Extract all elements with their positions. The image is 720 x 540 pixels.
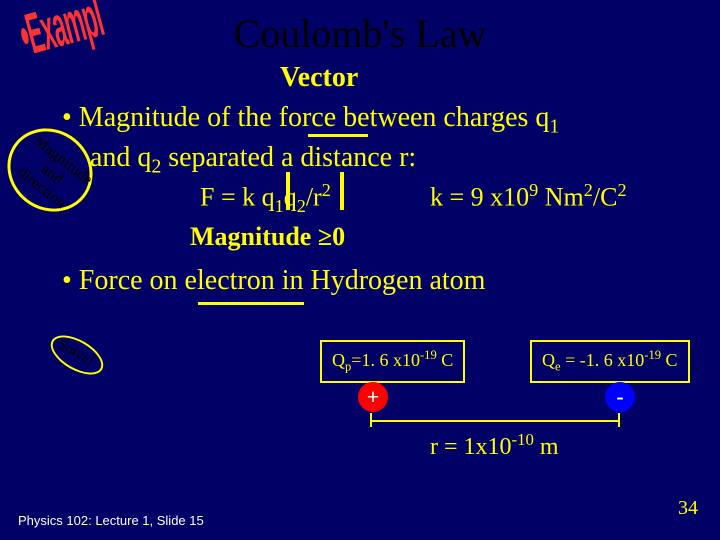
distance-tick-right (618, 413, 620, 427)
k-post: /C (593, 183, 618, 212)
bullet-force-electron: • Force on electron in Hydrogen atom (62, 265, 485, 297)
qe-exp: -19 (644, 348, 661, 362)
page-title: Coulomb's Law (0, 0, 720, 57)
k-pre: k = 9 x10 (430, 183, 529, 212)
k-value: k = 9 x109 Nm2/C2 (430, 180, 627, 213)
qe-eq: = -1. 6 x10 (561, 350, 645, 370)
bullet-magnitude: • Magnitude of the force between charges… (62, 100, 700, 180)
abs-bar-right (340, 172, 344, 210)
k-exp: 9 (529, 180, 538, 200)
qe-unit: C (661, 350, 678, 370)
bullet1-text2b: separated a distance r: (161, 142, 416, 173)
formula-rsup: 2 (322, 180, 331, 200)
k-mid: Nm (538, 183, 584, 212)
dist-exp: -10 (512, 430, 534, 449)
k-nm: 2 (584, 180, 593, 200)
annotation-magnitude: Magnitude ≥0 (190, 222, 345, 252)
formula-rhs: /r (306, 183, 322, 212)
distance-tick-left (370, 413, 372, 427)
qp-exp: -19 (420, 348, 437, 362)
electron-underline (198, 302, 304, 305)
q2-sub: 2 (151, 157, 161, 178)
qp-eq: =1. 6 x10 (351, 350, 420, 370)
q1-sub: 1 (549, 117, 559, 138)
qp-box: Qp=1. 6 x10-19 C (320, 340, 465, 383)
formula-lhs: F = k q (200, 183, 275, 212)
abs-bar-left (286, 172, 290, 210)
footer: Physics 102: Lecture 1, Slide 15 (18, 513, 204, 528)
force-underline (308, 134, 368, 137)
bullet1-text2a: and q (90, 142, 151, 173)
formula: F = k q1q2/r2 (200, 180, 331, 217)
qe-label: Q (542, 350, 555, 370)
bullet1-text1: • Magnitude of the force between charges… (62, 102, 549, 133)
qp-label: Q (332, 350, 345, 370)
distance-line (370, 420, 618, 422)
dist-unit: m (534, 434, 559, 460)
annotation-vector: Vector (280, 62, 358, 94)
proton-icon: + (358, 382, 388, 412)
formula-q1: 1 (275, 196, 284, 216)
formula-q2: 2 (297, 196, 306, 216)
qe-box: Qe = -1. 6 x10-19 C (530, 340, 690, 383)
k-c: 2 (617, 180, 626, 200)
electron-icon: - (605, 382, 635, 412)
qp-unit: C (437, 350, 454, 370)
example-badge: •Exampl (12, 0, 109, 69)
dist-pre: r = 1x10 (430, 434, 512, 460)
page-number: 34 (678, 497, 698, 520)
distance-label: r = 1x10-10 m (430, 430, 559, 461)
